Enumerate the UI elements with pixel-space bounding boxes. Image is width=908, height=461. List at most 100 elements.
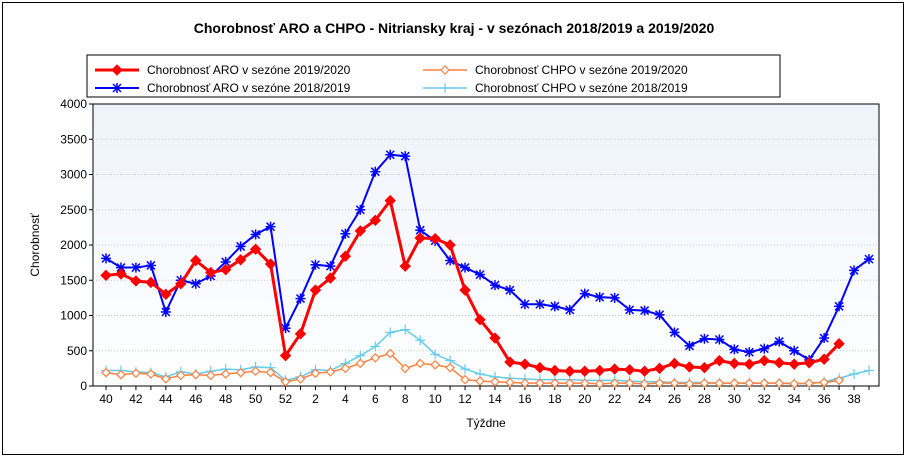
x-tick-label: 46	[189, 392, 203, 406]
data-point	[653, 362, 666, 375]
data-point	[415, 358, 426, 369]
data-point	[295, 374, 306, 384]
x-tick-label: 14	[488, 392, 502, 406]
data-point-stroke	[640, 306, 650, 316]
data-point	[205, 370, 216, 381]
data-point-stroke	[400, 151, 410, 161]
data-point	[519, 358, 531, 370]
data-point	[280, 376, 291, 387]
data-point	[440, 65, 450, 75]
data-point	[146, 369, 156, 379]
data-point	[309, 284, 322, 296]
legend-item-3: Chorobnosť CHPO v sezóne 2018/2019	[423, 81, 688, 95]
data-point	[429, 232, 441, 245]
data-point-stroke	[729, 344, 739, 354]
data-point-stroke	[355, 205, 365, 215]
series-0	[100, 194, 845, 377]
data-point	[444, 239, 456, 251]
x-tick-label: 20	[578, 392, 592, 406]
data-point	[564, 365, 576, 377]
data-point-stroke	[295, 294, 306, 304]
data-point	[235, 367, 246, 378]
data-point	[325, 261, 336, 272]
data-point	[370, 166, 381, 177]
data-point-stroke	[112, 83, 122, 93]
legend-label: Chorobnosť ARO v sezóne 2019/2020	[147, 63, 351, 77]
data-point	[369, 214, 382, 227]
x-tick-label: 44	[159, 392, 173, 406]
data-point	[355, 358, 366, 369]
data-point	[175, 370, 186, 381]
data-point	[774, 378, 785, 389]
data-point	[339, 250, 352, 262]
data-point-stroke	[520, 299, 530, 309]
data-point	[714, 378, 725, 389]
data-point	[385, 327, 396, 338]
y-tick-label: 2500	[60, 203, 87, 217]
x-tick-label: 6	[372, 392, 379, 406]
y-axis-label: Chorobnosť	[28, 213, 42, 277]
data-point	[864, 254, 874, 265]
data-point	[265, 221, 276, 232]
data-point	[460, 262, 471, 273]
data-point	[250, 366, 261, 377]
data-point	[683, 361, 696, 373]
data-point	[279, 349, 292, 362]
data-point	[714, 334, 725, 345]
data-point	[440, 83, 450, 93]
data-point-stroke	[864, 254, 874, 264]
data-point	[205, 266, 217, 279]
data-point	[415, 335, 426, 346]
data-point	[475, 376, 485, 386]
data-point	[445, 255, 456, 266]
data-point	[190, 369, 201, 380]
data-point	[101, 253, 111, 264]
data-point	[594, 379, 605, 389]
data-point	[579, 365, 591, 377]
y-tick-label: 4000	[60, 97, 87, 111]
data-point	[160, 306, 171, 317]
legend-box	[86, 54, 781, 98]
data-point-stroke	[161, 307, 171, 317]
data-point	[579, 288, 590, 299]
data-point	[789, 379, 800, 389]
data-point-stroke	[669, 327, 680, 337]
data-point	[400, 151, 411, 162]
data-point	[729, 344, 740, 355]
legend: Chorobnosť ARO v sezóne 2019/2020 Chorobn…	[86, 54, 781, 98]
data-point-stroke	[774, 337, 784, 347]
data-point-stroke	[535, 299, 545, 309]
x-axis: 40 42 44 46 48 50 52 2 4 6 8 10 12 14 16 18 20 22 24 26 28 30…	[99, 386, 870, 406]
data-point	[654, 378, 665, 389]
data-point	[639, 379, 650, 389]
data-point	[220, 369, 231, 379]
x-tick-label: 24	[638, 392, 652, 406]
data-point	[594, 292, 605, 303]
data-point-stroke	[460, 263, 470, 273]
data-point	[864, 365, 874, 376]
data-point	[744, 378, 755, 389]
data-point-stroke	[565, 305, 575, 315]
legend-item-2: Chorobnosť CHPO v sezóne 2019/2020	[423, 63, 688, 77]
data-point	[684, 379, 695, 389]
data-point	[668, 357, 681, 370]
data-point	[624, 304, 635, 315]
data-point	[430, 349, 441, 360]
data-point	[145, 276, 157, 289]
data-point	[100, 269, 112, 282]
data-point	[758, 354, 770, 367]
data-point	[519, 299, 530, 310]
data-point	[310, 259, 321, 270]
data-point-stroke	[116, 263, 126, 273]
data-point	[294, 328, 307, 340]
data-point-stroke	[580, 289, 590, 299]
x-tick-label: 28	[698, 392, 712, 406]
data-point	[370, 352, 381, 363]
x-tick-label: 8	[402, 392, 409, 406]
data-point-stroke	[744, 347, 754, 357]
data-point-stroke	[191, 279, 201, 289]
data-point	[414, 232, 426, 244]
data-point	[399, 260, 411, 272]
data-point	[355, 204, 366, 215]
data-point-stroke	[819, 333, 829, 343]
